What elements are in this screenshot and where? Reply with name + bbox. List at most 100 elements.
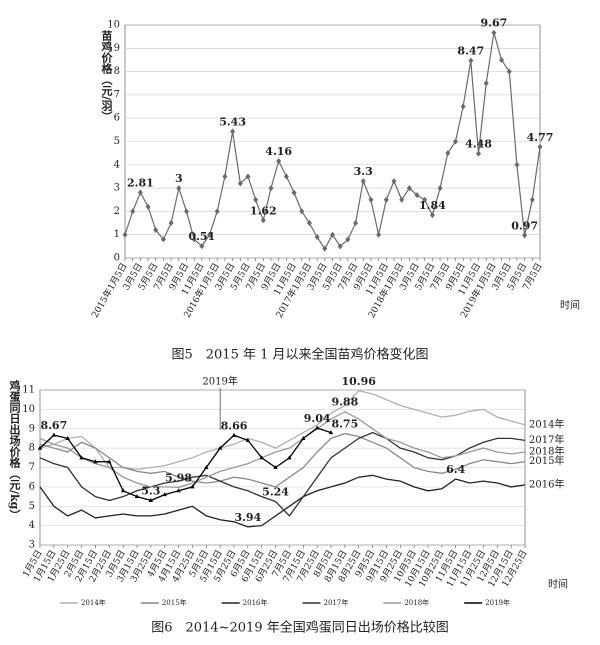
y-tick-label: 6 [29, 481, 35, 492]
point-marker [199, 243, 205, 250]
point-marker [122, 231, 128, 238]
data-label: 4.77 [527, 131, 554, 144]
data-label: 5.3 [141, 484, 160, 497]
series-end-label: 2014年 [529, 417, 564, 430]
point-marker [337, 243, 343, 250]
y-tick-label: 11 [22, 385, 35, 396]
x-axis-label: 时间 [560, 299, 580, 312]
caption: 图5 2015 年 1 月以来全国苗鸡价格变化图 [171, 347, 428, 363]
point-marker [476, 150, 482, 157]
point-marker [522, 232, 528, 239]
point-marker [93, 459, 98, 464]
point-marker [360, 178, 366, 185]
point-marker [245, 173, 251, 180]
y-tick-label: 4 [29, 520, 35, 531]
x-axis-label: 时间 [548, 578, 568, 591]
point-marker [460, 103, 466, 110]
y-tick-label: 8 [114, 66, 120, 77]
point-marker [162, 492, 167, 497]
data-label: 3 [175, 172, 183, 185]
series-line [39, 427, 332, 502]
point-marker [183, 208, 189, 215]
series-end-label: 2017年 [529, 433, 564, 446]
y-axis-label: 苗鸡价格（元/羽） [100, 29, 114, 122]
data-label: 5.98 [165, 471, 192, 484]
legend-label: 2017年 [324, 598, 349, 607]
data-label: 9.04 [304, 412, 331, 425]
point-marker [268, 185, 274, 192]
point-marker [137, 189, 143, 196]
y-tick-label: 7 [114, 89, 120, 100]
data-label: 0.51 [188, 230, 215, 243]
point-marker [130, 208, 136, 215]
data-label: 4.16 [265, 145, 292, 158]
point-marker [120, 488, 126, 493]
series-end-label: 2016年 [529, 477, 564, 490]
point-marker [253, 196, 259, 203]
series-line [39, 431, 526, 517]
y-tick-label: 5 [29, 501, 35, 512]
y-tick-label: 2 [114, 206, 120, 217]
legend-label: 2018年 [404, 598, 429, 607]
point-marker [237, 180, 243, 187]
caption: 图6 2014~2019 年全国鸡蛋同日出场价格比较图 [151, 620, 448, 636]
point-marker [231, 432, 237, 437]
y-tick-label: 4 [114, 159, 120, 170]
point-marker [491, 29, 497, 36]
series-annotation: 2019年 [202, 375, 237, 388]
point-marker [406, 185, 412, 192]
point-marker [422, 196, 428, 203]
point-marker [345, 236, 351, 243]
point-marker [383, 196, 389, 203]
point-marker [322, 245, 328, 252]
y-tick-label: 6 [114, 113, 120, 124]
point-marker [483, 80, 489, 87]
data-label: 6.4 [446, 463, 465, 476]
point-marker [506, 68, 512, 75]
data-label: 3.94 [234, 511, 261, 524]
y-tick-label: 1 [114, 229, 120, 240]
y-tick-label: 3 [114, 183, 120, 194]
point-marker [191, 236, 197, 243]
data-label: 9.67 [480, 17, 507, 30]
point-marker [445, 150, 451, 157]
point-marker [452, 138, 458, 145]
y-tick-label: 5 [114, 136, 120, 147]
point-marker [328, 430, 334, 435]
series-end-label: 2015年 [529, 454, 564, 467]
data-label: 8.66 [221, 419, 248, 432]
point-marker [273, 465, 278, 469]
series-line [39, 432, 526, 488]
point-marker [176, 185, 182, 192]
point-marker [330, 231, 335, 238]
y-tick-label: 8 [29, 443, 35, 454]
data-label: 8.47 [457, 45, 484, 58]
point-marker [260, 217, 266, 224]
point-marker [514, 161, 520, 168]
y-tick-label: 3 [29, 540, 35, 551]
point-marker [537, 143, 543, 150]
point-marker [259, 455, 264, 460]
point-marker [37, 445, 43, 450]
point-marker [245, 437, 251, 442]
legend-label: 2014年 [81, 598, 106, 607]
point-marker [368, 196, 374, 203]
point-marker [230, 128, 236, 135]
data-label: 10.96 [341, 375, 376, 388]
point-marker [283, 173, 289, 180]
point-marker [391, 178, 397, 185]
data-label: 4.48 [465, 138, 492, 151]
point-marker [145, 203, 151, 210]
point-marker [437, 185, 443, 192]
data-label: 8.67 [40, 419, 67, 432]
point-marker [529, 196, 535, 203]
data-label: 0.97 [511, 219, 538, 232]
point-marker [287, 455, 292, 460]
y-tick-label: 0 [114, 253, 120, 264]
y-tick-label: 10 [107, 20, 120, 31]
point-marker [160, 236, 166, 243]
data-label: 9.88 [331, 396, 358, 409]
point-marker [217, 445, 223, 450]
point-marker [107, 459, 112, 464]
